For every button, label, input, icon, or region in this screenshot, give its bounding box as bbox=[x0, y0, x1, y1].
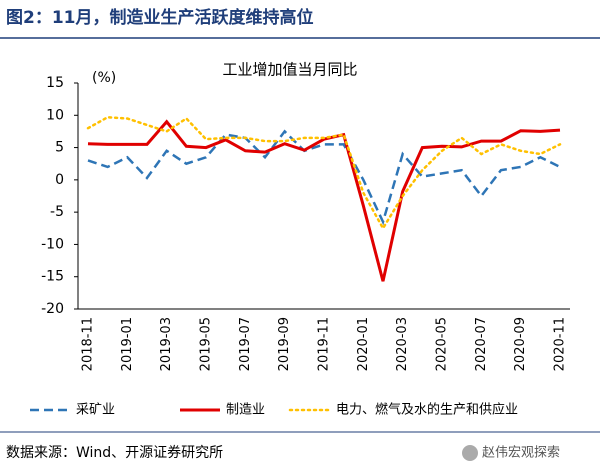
legend-label: 采矿业 bbox=[76, 403, 115, 418]
chart-title: 工业增加值当月同比 bbox=[222, 61, 357, 79]
watermark-icon bbox=[462, 445, 478, 461]
x-tick-label: 2020-01 bbox=[356, 317, 371, 371]
x-tick-label: 2019-09 bbox=[277, 317, 292, 371]
x-tick-label: 2020-09 bbox=[513, 317, 528, 371]
series-line bbox=[86, 115, 562, 231]
y-tick-label: -5 bbox=[50, 204, 64, 220]
source: 数据来源：Wind、开源证券研究所 bbox=[6, 445, 223, 461]
x-tick-label: 2019-05 bbox=[199, 317, 214, 371]
x-tick-label: 2020-11 bbox=[553, 317, 568, 371]
y-tick-label: 10 bbox=[46, 107, 64, 123]
y-tick-label: 0 bbox=[55, 172, 64, 188]
y-tick-label: -10 bbox=[41, 236, 64, 252]
y-tick-label: -20 bbox=[41, 301, 64, 317]
x-tick-label: 2018-11 bbox=[81, 317, 96, 371]
x-tick-label: 2020-07 bbox=[474, 317, 489, 371]
legend-label: 制造业 bbox=[226, 403, 265, 418]
header: 图2：11月，制造业生产活跃度维持高位 bbox=[6, 7, 314, 28]
series-line bbox=[87, 129, 561, 226]
x-tick-label: 2020-03 bbox=[395, 317, 410, 371]
x-tick-label: 2019-03 bbox=[159, 317, 174, 371]
x-tick-label: 2020-05 bbox=[435, 317, 450, 371]
y-unit: (%) bbox=[92, 70, 116, 86]
y-tick-label: -15 bbox=[41, 269, 64, 285]
legend-label: 电力、燃气及水的生产和供应业 bbox=[336, 402, 518, 418]
x-tick-label: 2019-01 bbox=[120, 317, 135, 371]
series-line bbox=[87, 119, 561, 282]
y-tick-label: 5 bbox=[55, 140, 64, 156]
y-tick-label: 15 bbox=[46, 75, 64, 91]
x-tick-label: 2019-11 bbox=[317, 317, 332, 371]
watermark: 赵伟宏观探索 bbox=[482, 446, 560, 461]
x-tick-label: 2019-07 bbox=[238, 317, 253, 371]
